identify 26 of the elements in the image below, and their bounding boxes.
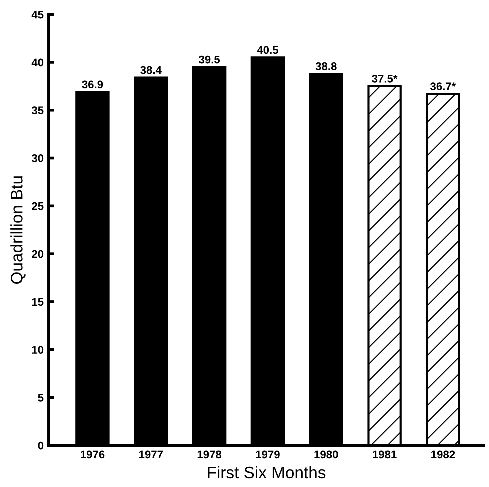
data-label: 37.5* — [372, 74, 398, 83]
y-tick-label: 0 — [38, 442, 44, 450]
data-label: 36.9 — [82, 80, 104, 89]
y-tick-label: 25 — [32, 202, 44, 210]
y-tick-label: 20 — [32, 250, 44, 258]
data-label: 39.5 — [198, 56, 220, 64]
x-axis-title: First Six Months — [208, 466, 326, 479]
y-tick-label: 45 — [32, 10, 44, 19]
y-tick-label: 5 — [38, 394, 44, 402]
data-label: 38.4 — [140, 66, 162, 74]
y-tick-label: 10 — [32, 346, 44, 354]
x-tick-label: 1977 — [139, 450, 163, 459]
x-tick-label: 1976 — [81, 450, 105, 459]
x-tick-label: 1981 — [373, 450, 397, 459]
y-tick-label: 15 — [32, 298, 44, 306]
y-tick-label: 40 — [32, 58, 44, 67]
x-tick-label: 1979 — [256, 450, 280, 459]
y-tick-label: 30 — [32, 154, 44, 162]
data-label: 38.8 — [316, 62, 337, 70]
data-label: 40.5 — [257, 46, 278, 54]
y-axis-title: Quadrillion Btu — [10, 176, 26, 284]
x-tick-label: 1978 — [198, 450, 222, 459]
x-tick-label: 1982 — [432, 450, 456, 459]
data-label: 36.7* — [430, 82, 456, 91]
y-tick-label: 35 — [32, 106, 44, 115]
x-tick-label: 1980 — [314, 450, 338, 459]
